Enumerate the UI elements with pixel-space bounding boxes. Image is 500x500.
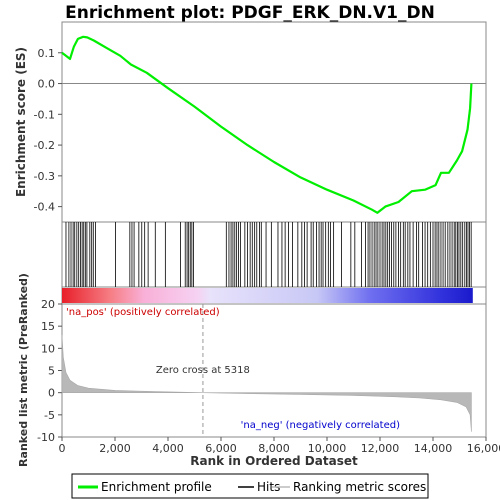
legend-label-metric: Ranking metric scores [293,480,426,494]
x-tick-label: 0 [59,442,66,455]
neg-correlated-label: 'na_neg' (negatively correlated) [241,420,400,431]
x-tick-label: 4,000 [152,442,184,455]
rank-gradient [62,288,473,303]
es-ytick-label: -0.1 [34,108,55,121]
x-tick-label: 12,000 [361,442,400,455]
chart-title: Enrichment plot: PDGF_ERK_DN.V1_DN [65,3,435,23]
es-ytick-label: 0.1 [38,47,56,60]
legend-label-enrichment: Enrichment profile [101,480,212,494]
x-tick-label: 14,000 [414,442,453,455]
es-ytick-label: -0.4 [34,201,55,214]
legend-box [71,473,429,499]
es-panel [61,21,487,223]
pos-correlated-label: 'na_pos' (positively correlated) [66,307,220,318]
x-tick-label: 8,000 [258,442,290,455]
metric-area-group [61,304,472,437]
metric-ytick-label: 15 [41,320,55,333]
legend-label-hits: Hits [257,480,280,494]
metric-panel [61,303,487,438]
ranking-metric-area [61,334,472,432]
x-tick-label: 10,000 [308,442,347,455]
es-ytick-label: -0.3 [34,170,55,183]
es-curve-group [61,35,473,214]
es-ytick-label: 0.0 [38,78,56,91]
metric-ytick-label: -5 [44,409,55,422]
metric-ytick-label: 0 [48,387,55,400]
x-tick-label: 16,000 [467,442,500,455]
enrichment-profile-line [61,35,473,214]
x-axis-title: Rank in Ordered Dataset [190,454,358,468]
metric-ytick-label: 5 [48,365,55,378]
es-axis-title: Enrichment score (ES) [14,47,28,197]
metric-ytick-label: -10 [37,431,55,444]
x-axis: 0 2,000 4,000 6,000 8,000 10,000 12,000 14,000 1… [59,437,500,455]
zero-cross-label: Zero cross at 5318 [156,365,250,376]
hits-panel [61,221,487,288]
metric-ytick-label: 10 [41,342,55,355]
metric-ytick-label: 20 [41,298,55,311]
x-tick-label: 2,000 [99,442,131,455]
es-ytick-label: -0.2 [34,139,55,152]
metric-axis-title: Ranked list metric (PreRanked) [17,273,30,467]
hit-marks [65,222,472,287]
metric-axis: 20 15 10 5 0 -5 -10 [37,298,62,444]
es-axis: 0.1 0.0 -0.1 -0.2 -0.3 -0.4 [34,47,486,214]
x-tick-label: 6,000 [205,442,237,455]
